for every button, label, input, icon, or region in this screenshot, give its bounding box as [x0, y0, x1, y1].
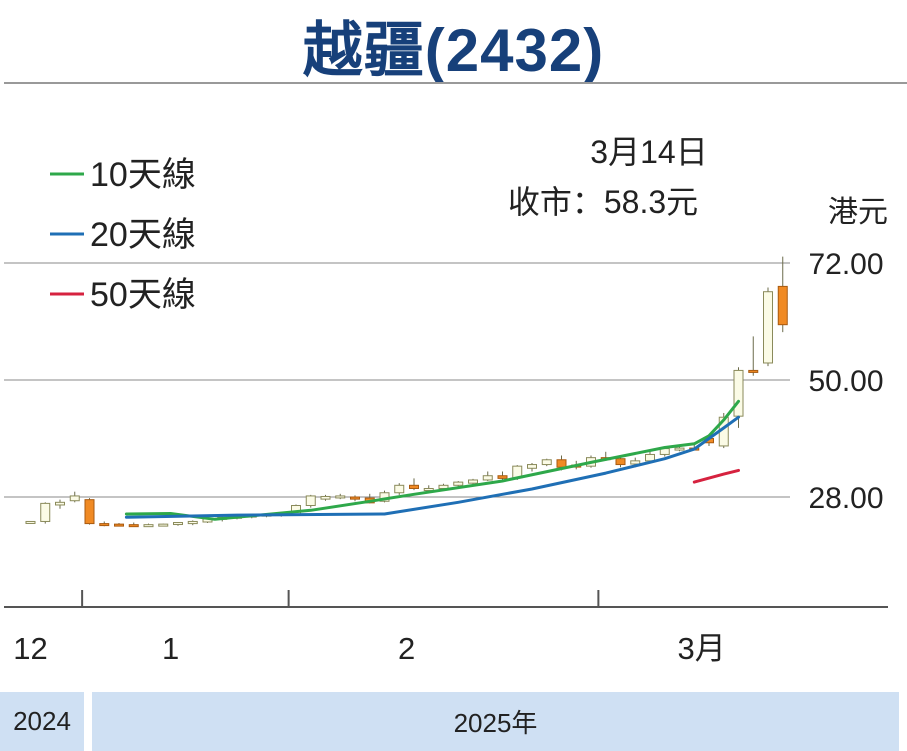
candle-body [423, 487, 434, 491]
title-divider [4, 82, 907, 84]
annotation-date: 3月14日 [590, 134, 707, 170]
candle [40, 502, 51, 524]
legend-item: 10天線 [50, 156, 196, 194]
ma20-line [124, 415, 740, 519]
annotation-close: 收市：58.3元 [508, 184, 698, 220]
candle-body [114, 523, 124, 527]
year-label-2024: 2024 [0, 692, 84, 751]
candle [615, 456, 626, 468]
ma50-line [692, 468, 740, 484]
y-axis-unit-label: 港元 [828, 196, 888, 229]
ma10-line [124, 399, 740, 521]
candle-body [40, 502, 51, 522]
candle [187, 520, 198, 526]
chart-title: 越疆(2432) [302, 17, 605, 84]
candle-body [69, 495, 80, 502]
candle [99, 521, 110, 527]
candle-body [128, 524, 139, 528]
candle-body [541, 459, 552, 466]
candle [114, 523, 124, 527]
x-tick-label: 12 [13, 631, 47, 666]
candle [482, 471, 493, 482]
candle-body [674, 447, 685, 451]
candle-body [55, 501, 65, 506]
candle [305, 494, 316, 508]
candle [350, 495, 360, 502]
candle-body [173, 522, 183, 526]
year-label-2025: 2025年 [92, 692, 899, 751]
candle-body [733, 369, 744, 417]
candle [320, 494, 331, 501]
legend-item: 50天線 [50, 276, 196, 314]
candle [748, 336, 759, 376]
candle [409, 478, 419, 491]
candle [55, 499, 65, 509]
candle [541, 458, 552, 467]
candle-body [556, 459, 567, 468]
x-tick-label: 3月 [678, 631, 726, 666]
candle [777, 256, 788, 333]
candle-body [497, 475, 508, 479]
candle-body [305, 495, 316, 507]
candle-body [645, 453, 655, 462]
candle [335, 493, 346, 500]
candle-body [99, 523, 110, 527]
y-tick-label: 50.00 [808, 365, 883, 398]
candle-body [350, 496, 360, 500]
candle-body [777, 285, 788, 326]
candle-body [187, 520, 198, 525]
candle-body [158, 523, 169, 527]
candle [84, 498, 95, 525]
candle [394, 483, 405, 495]
candle-body [453, 481, 464, 486]
y-tick-label: 28.00 [808, 482, 883, 515]
candle-body [320, 495, 331, 500]
candle [69, 491, 80, 503]
legend-label: 20天線 [90, 216, 196, 254]
candle [25, 520, 36, 524]
candle-body [394, 484, 405, 494]
candle-body [630, 460, 641, 465]
candle-body [143, 524, 154, 528]
candle [527, 462, 537, 472]
legend: 10天線 20天線 50天線 [50, 156, 196, 314]
moving-average-lines [124, 399, 740, 521]
x-axis: 12 1 2 3月 [4, 590, 888, 666]
candle-body [25, 520, 36, 524]
candle [158, 523, 169, 527]
candle-body [615, 458, 626, 466]
candle-body [409, 484, 419, 489]
candle-body [482, 475, 493, 481]
candle-body [335, 495, 346, 499]
candle [143, 523, 154, 528]
x-tick-label: 1 [162, 631, 179, 666]
legend-item: 20天線 [50, 216, 196, 254]
y-axis: 28.00 50.00 72.00 [808, 248, 883, 515]
y-tick-label: 72.00 [808, 248, 883, 281]
legend-label: 10天線 [90, 156, 196, 194]
legend-label: 50天線 [90, 276, 196, 314]
candle [497, 471, 508, 480]
candle-body [468, 479, 478, 484]
candle [128, 522, 139, 528]
candle [763, 287, 773, 367]
candle-body [84, 499, 95, 525]
candle-body [763, 291, 773, 364]
candle [468, 478, 478, 485]
candle-body [748, 369, 759, 373]
candle-body [527, 464, 537, 469]
candle [173, 521, 183, 526]
x-tick-label: 2 [398, 631, 415, 666]
